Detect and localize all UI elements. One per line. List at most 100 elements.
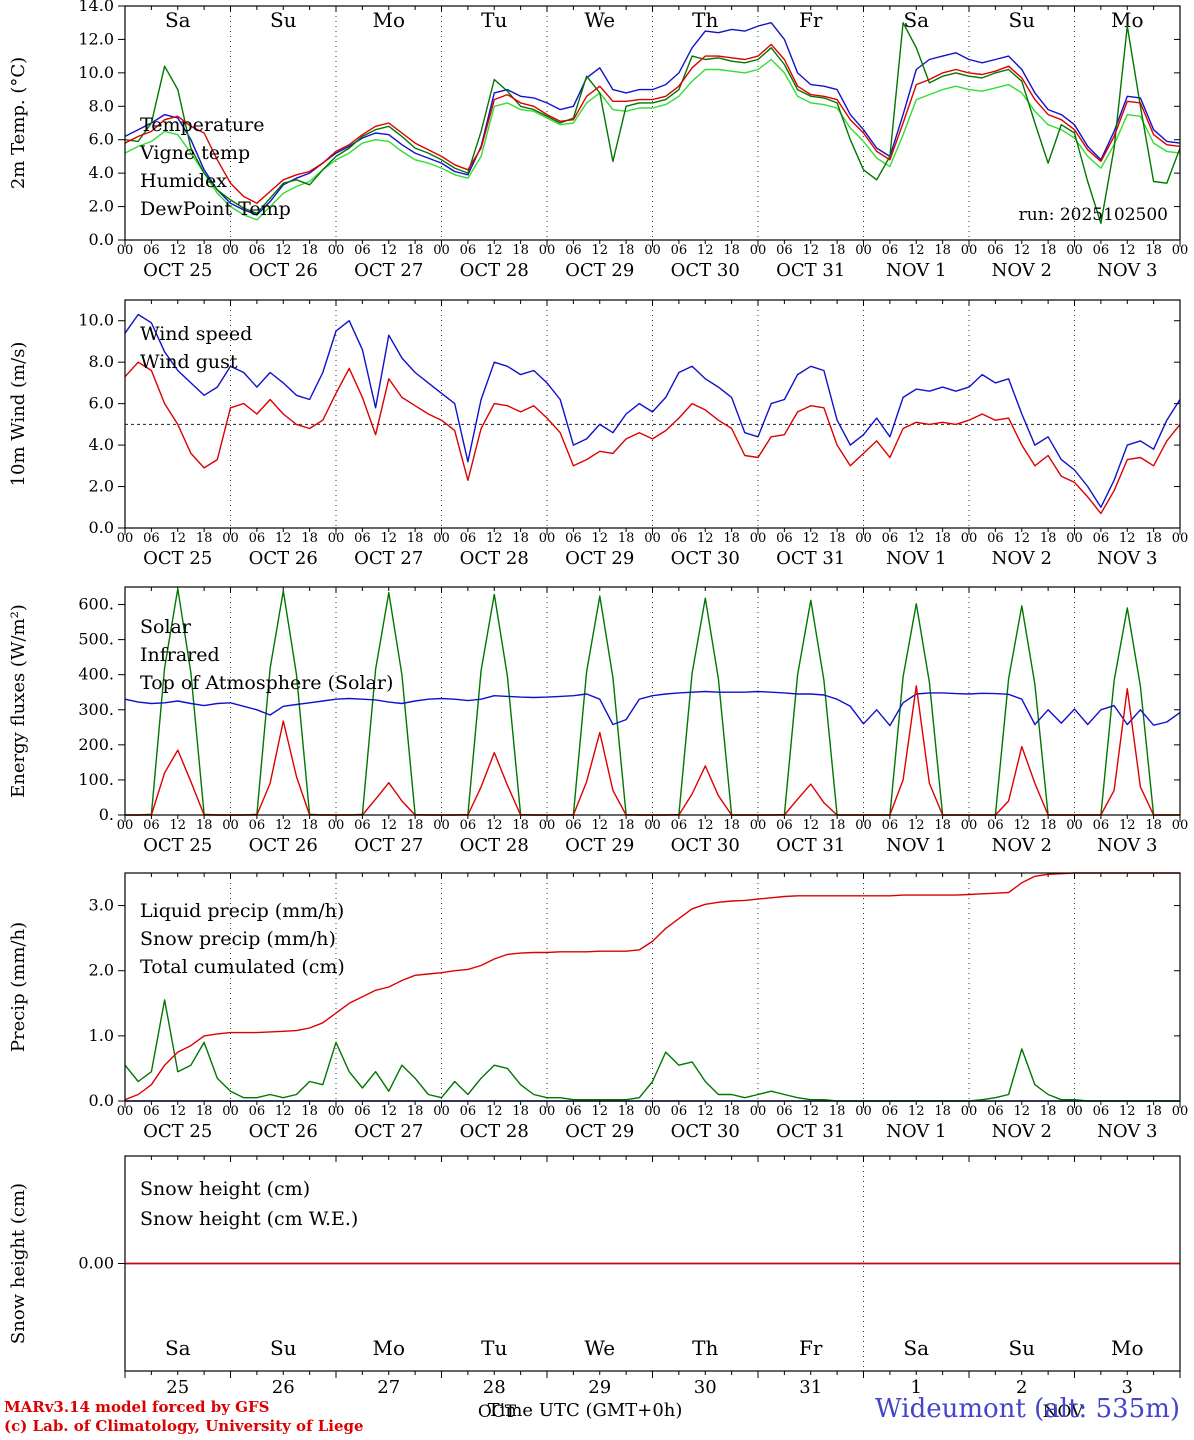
hour-tick-label: 06 (354, 1104, 371, 1119)
hour-tick-label: 00 (1066, 1104, 1083, 1119)
y-tick-label: 4.0 (89, 435, 114, 454)
hour-tick-label: 00 (855, 531, 872, 546)
hour-tick-label: 12 (486, 818, 503, 833)
hour-tick-label: 18 (829, 818, 846, 833)
hour-tick-label: 00 (644, 243, 661, 258)
legend-item: Top of Atmosphere (Solar) (140, 672, 393, 694)
hour-tick-label: 06 (1093, 531, 1110, 546)
hour-tick-label: 00 (328, 1104, 345, 1119)
hour-tick-label: 12 (1013, 531, 1030, 546)
short-date-label: 3 (1122, 1377, 1133, 1398)
hour-tick-label: 18 (934, 818, 951, 833)
hour-tick-label: 18 (934, 531, 951, 546)
legend-item: Snow precip (mm/h) (140, 928, 336, 950)
panel-energy: 0. 100. 200. 300. 400. 500. 600. 00 06 12 18 00 06 12… (8, 586, 1188, 856)
run-label: run: 2025102500 (1019, 205, 1168, 225)
hour-tick-label: 12 (486, 531, 503, 546)
hour-tick-label: 12 (169, 1104, 186, 1119)
hour-tick-label: 12 (486, 1104, 503, 1119)
hour-tick-label: 06 (249, 818, 266, 833)
legend-item: Snow height (cm) (140, 1178, 310, 1200)
hour-tick-label: 12 (802, 1104, 819, 1119)
hour-tick-label: 06 (1093, 818, 1110, 833)
date-label: OCT 25 (143, 548, 212, 569)
day-name-label: Mo (372, 8, 405, 32)
date-label: OCT 27 (354, 835, 423, 856)
legend-item: DewPoint Temp (140, 198, 291, 220)
y-axis-label: 10m Wind (m/s) (8, 342, 29, 487)
hour-tick-label: 00 (644, 818, 661, 833)
date-label: OCT 30 (671, 260, 740, 281)
date-label: NOV 1 (886, 1121, 946, 1142)
hour-tick-label: 12 (486, 243, 503, 258)
hour-tick-label: 00 (750, 243, 767, 258)
legend-item: Total cumulated (cm) (140, 956, 345, 978)
hour-tick-label: 18 (301, 818, 318, 833)
hour-tick-label: 12 (591, 1104, 608, 1119)
legend-item: Liquid precip (mm/h) (140, 900, 344, 922)
hour-tick-label: 18 (196, 1104, 213, 1119)
hour-tick-label: 18 (407, 531, 424, 546)
hour-tick-label: 18 (301, 243, 318, 258)
y-axis-label: 2m Temp. (°C) (8, 57, 29, 189)
hour-tick-label: 12 (591, 818, 608, 833)
date-label: OCT 27 (354, 548, 423, 569)
hour-tick-label: 18 (723, 243, 740, 258)
short-date-label: 28 (483, 1377, 506, 1398)
hour-tick-label: 00 (1066, 243, 1083, 258)
hour-tick-label: 00 (750, 1104, 767, 1119)
hour-tick-label: 00 (433, 243, 450, 258)
hour-tick-label: 18 (301, 1104, 318, 1119)
hour-tick-label: 06 (460, 531, 477, 546)
hour-tick-label: 18 (1145, 818, 1162, 833)
y-tick-label: 0.0 (89, 1091, 114, 1110)
y-tick-label: 200. (78, 735, 114, 754)
panel-temp: 0.0 2.0 4.0 6.0 8.0 10.0 12.0 14.0 00 06 12 18 00 06 1… (8, 0, 1189, 281)
hour-tick-label: 00 (539, 531, 556, 546)
date-label: NOV 2 (992, 835, 1052, 856)
hour-tick-label: 06 (143, 1104, 160, 1119)
date-label: OCT 26 (249, 260, 318, 281)
hour-tick-label: 00 (644, 531, 661, 546)
legend-item: Temperature (140, 114, 264, 136)
hour-tick-label: 18 (196, 818, 213, 833)
hour-tick-label: 00 (1066, 531, 1083, 546)
day-name-label: Th (692, 1336, 718, 1360)
hour-tick-label: 18 (618, 818, 635, 833)
hour-tick-label: 06 (143, 531, 160, 546)
date-label: OCT 25 (143, 260, 212, 281)
day-name-label: Tu (481, 1336, 507, 1360)
date-label: OCT 28 (460, 548, 529, 569)
hour-tick-label: 00 (855, 1104, 872, 1119)
y-tick-label: 400. (78, 665, 114, 684)
hour-tick-label: 00 (328, 531, 345, 546)
panel-precip: 0.0 1.0 2.0 3.0 00 06 12 18 00 06 12 18 00 06 12 18 00 06… (8, 872, 1189, 1142)
series-liquid-precip (124, 999, 1180, 1102)
day-name-label: Th (692, 8, 718, 32)
date-label: NOV 3 (1097, 260, 1157, 281)
hour-tick-label: 12 (1119, 1104, 1136, 1119)
hour-tick-label: 18 (1040, 1104, 1057, 1119)
date-label: OCT 31 (776, 835, 845, 856)
short-date-label: 26 (272, 1377, 295, 1398)
hour-tick-label: 00 (1172, 1104, 1189, 1119)
date-label: OCT 29 (565, 260, 634, 281)
hour-tick-label: 00 (644, 1104, 661, 1119)
y-tick-label: 300. (78, 700, 114, 719)
hour-tick-label: 06 (987, 243, 1004, 258)
hour-tick-label: 00 (539, 243, 556, 258)
y-tick-label: 6.0 (89, 130, 114, 149)
hour-tick-label: 00 (1172, 243, 1189, 258)
hour-tick-label: 18 (512, 531, 529, 546)
date-label: OCT 30 (671, 835, 740, 856)
plot-border (124, 872, 1181, 1102)
hour-tick-label: 12 (908, 818, 925, 833)
day-name-label: Sa (165, 1336, 191, 1360)
hour-tick-label: 12 (908, 531, 925, 546)
date-label: OCT 25 (143, 835, 212, 856)
hour-tick-label: 18 (829, 531, 846, 546)
hour-tick-label: 06 (1093, 1104, 1110, 1119)
y-tick-label: 1.0 (89, 1026, 114, 1045)
date-label: NOV 3 (1097, 548, 1157, 569)
hour-tick-label: 00 (328, 818, 345, 833)
